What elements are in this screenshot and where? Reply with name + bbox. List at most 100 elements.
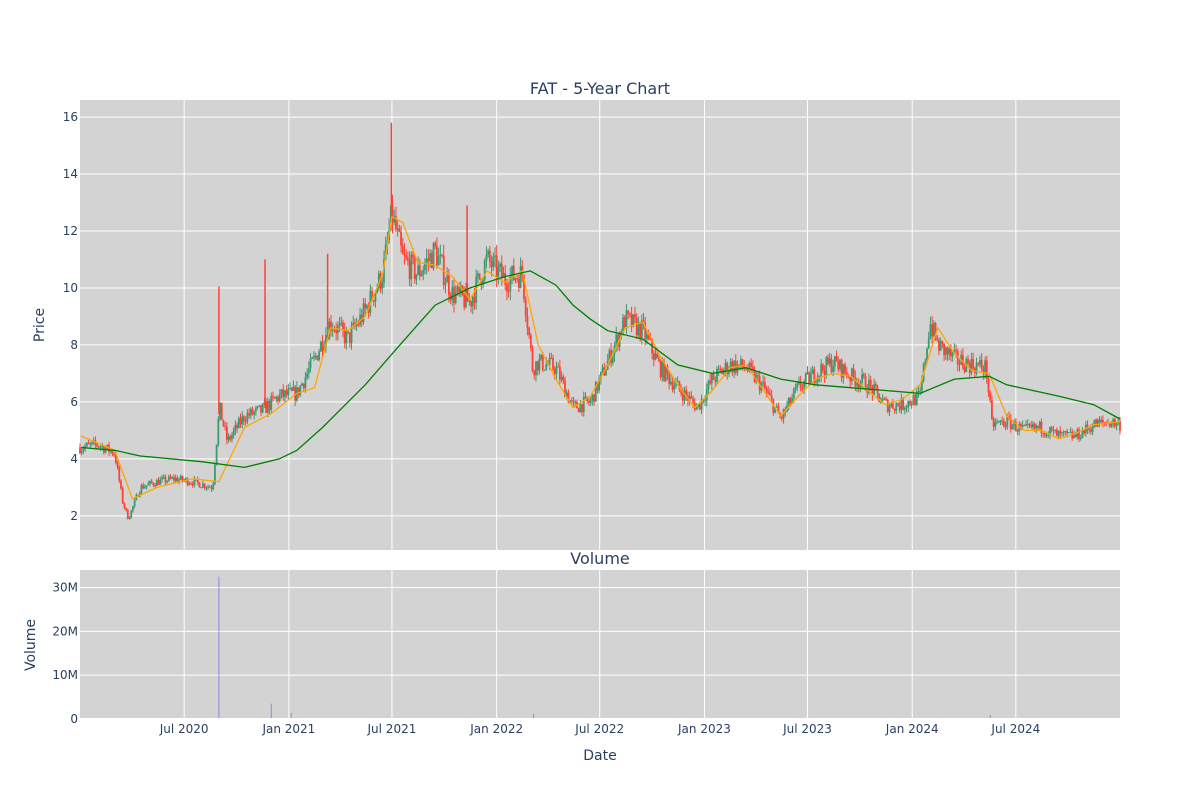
- candle-body: [1038, 421, 1041, 428]
- candle-body: [745, 368, 747, 370]
- candle-body: [632, 314, 635, 327]
- candle-body: [931, 324, 934, 336]
- candle-body: [533, 371, 536, 376]
- candle-body: [278, 394, 281, 402]
- candle-body: [979, 360, 981, 365]
- candle-body: [453, 286, 455, 304]
- candle-body: [1072, 434, 1075, 439]
- candle-body: [1002, 420, 1005, 427]
- candle-body: [190, 483, 192, 485]
- candle-body: [582, 397, 585, 413]
- volume-axis-label: Volume: [23, 619, 39, 671]
- candle-body: [750, 362, 753, 367]
- price-y-tick-label: 14: [63, 167, 78, 181]
- candle-body: [837, 361, 840, 370]
- candle-body: [393, 216, 396, 223]
- candle-body: [914, 394, 916, 405]
- candle-body: [849, 377, 852, 382]
- candle-body: [374, 292, 377, 302]
- volume-bar: [218, 576, 220, 719]
- candle-body: [224, 425, 227, 427]
- candle-body: [436, 246, 438, 266]
- candle-body: [775, 406, 778, 408]
- candle-body: [893, 408, 896, 411]
- candle-body: [628, 313, 631, 315]
- candle-body: [432, 243, 435, 269]
- candle-body: [169, 476, 172, 479]
- candle-body: [128, 517, 131, 520]
- candle-body: [297, 387, 300, 396]
- candle-body: [787, 397, 790, 406]
- candle-body: [405, 255, 408, 258]
- candle-body: [562, 376, 565, 381]
- x-tick-label: Jan 2024: [885, 722, 939, 736]
- candle-body: [574, 401, 577, 403]
- candle-body: [1035, 425, 1038, 429]
- candle-body: [516, 278, 519, 280]
- candle-body: [497, 266, 500, 278]
- candle-body: [770, 395, 773, 400]
- candle-body: [101, 446, 104, 448]
- candle-body: [579, 404, 582, 413]
- candle-body: [712, 374, 715, 380]
- candle-body: [548, 357, 551, 365]
- candle-body: [456, 286, 459, 293]
- candle-body: [663, 361, 665, 381]
- candle-body: [519, 266, 522, 288]
- candle-body: [454, 292, 457, 304]
- candle-body: [1016, 430, 1019, 432]
- candle-body: [483, 260, 486, 280]
- candle-body: [1081, 430, 1084, 438]
- candle-body: [763, 381, 766, 389]
- candle-body: [552, 358, 554, 369]
- candle-body: [975, 363, 978, 374]
- candle-body: [173, 477, 175, 481]
- candle-body: [251, 408, 254, 415]
- candle-body: [143, 486, 146, 489]
- candle-body: [545, 364, 548, 370]
- candle-body: [429, 253, 431, 261]
- candle-body: [347, 330, 350, 333]
- candle-body: [919, 390, 922, 392]
- candle-body: [538, 358, 541, 371]
- candle-body: [304, 377, 307, 389]
- candle-body: [695, 406, 698, 410]
- candle-body: [803, 381, 805, 389]
- candle-body: [844, 364, 846, 373]
- candle-body: [726, 363, 729, 375]
- candle-body: [891, 402, 894, 409]
- candle-body: [840, 359, 843, 378]
- candle-body: [813, 369, 816, 383]
- candle-body: [494, 255, 496, 257]
- volume-y-tick-label: 10M: [52, 668, 78, 682]
- candle-body: [130, 510, 133, 518]
- candle-body: [290, 387, 293, 391]
- candle-body: [476, 273, 479, 277]
- candle-body: [688, 396, 691, 401]
- candle-body: [999, 420, 1002, 422]
- volume-y-tick-label: 20M: [52, 624, 78, 638]
- candle-body: [741, 359, 744, 368]
- candle-body: [852, 368, 855, 377]
- price-y-tick-label: 2: [70, 509, 78, 523]
- candle-body: [1102, 420, 1104, 423]
- candle-body: [480, 278, 483, 285]
- candle-body: [246, 413, 249, 422]
- candle-body: [951, 352, 954, 357]
- candle-body: [932, 323, 935, 336]
- candle-body: [646, 334, 648, 340]
- candle-body: [881, 398, 884, 402]
- candle-body: [1018, 423, 1021, 431]
- candle-body: [147, 483, 150, 486]
- candle-body: [342, 322, 344, 330]
- candle-body: [656, 353, 659, 359]
- candle-body: [792, 389, 795, 399]
- candle-body: [1004, 426, 1007, 428]
- candle-body: [161, 477, 163, 480]
- candle-body: [155, 480, 158, 487]
- candle-body: [963, 367, 966, 372]
- candle-body: [1042, 433, 1045, 435]
- candle-body: [557, 366, 560, 368]
- candle-body: [482, 279, 484, 285]
- candle-body: [652, 352, 655, 360]
